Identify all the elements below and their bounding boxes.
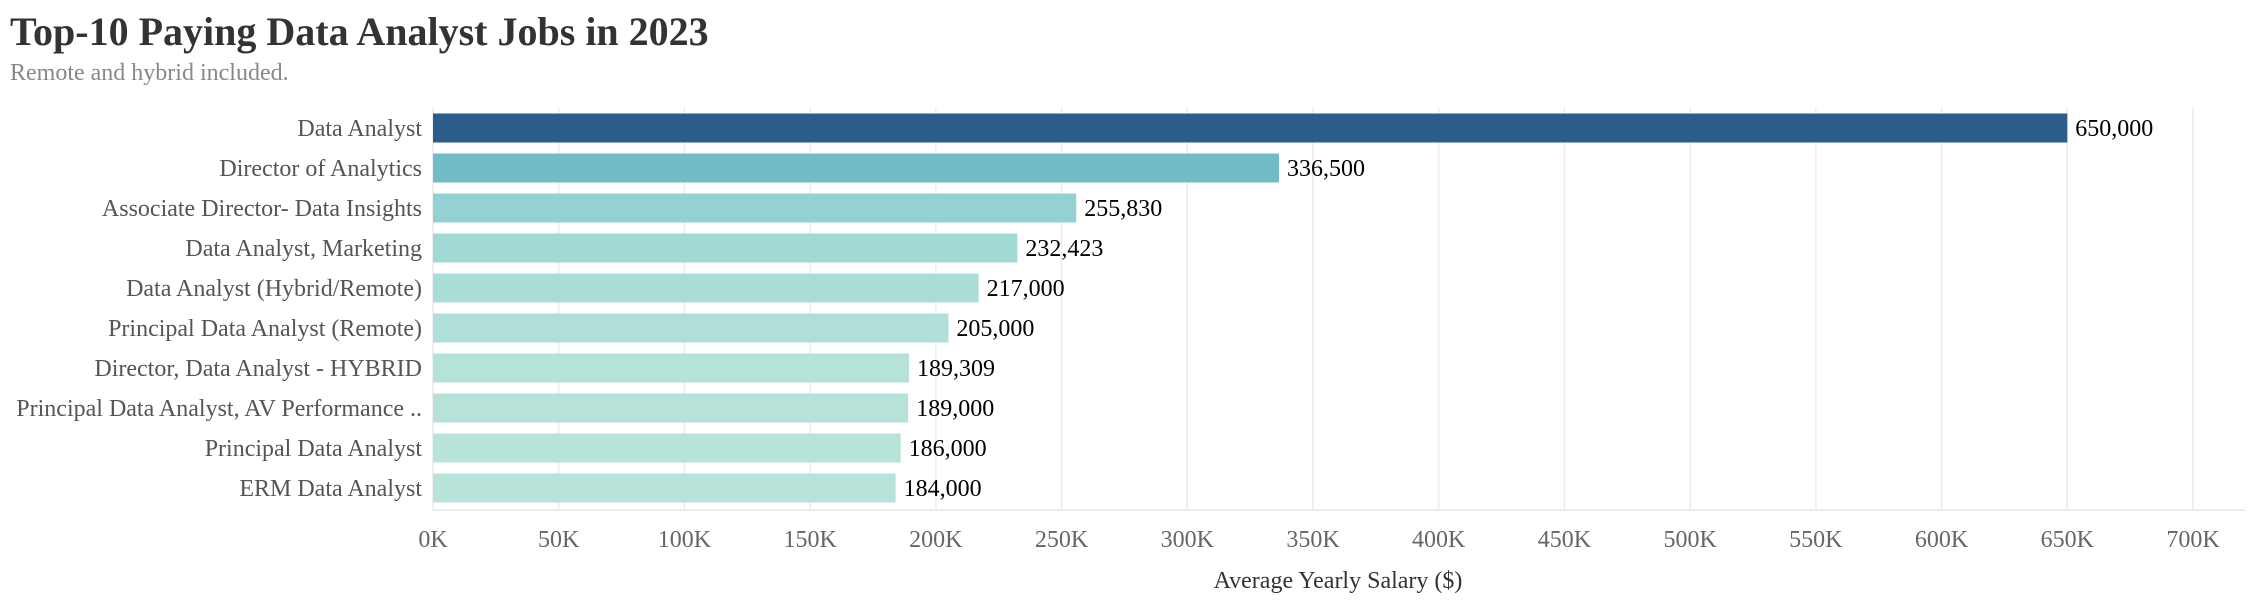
category-label: Director of Analytics <box>219 156 422 182</box>
x-axis: 0K 50K 100K 150K 200K 250K 300K 350K 400K 450K 500… <box>418 509 2245 553</box>
data-label: 186,000 <box>909 436 987 462</box>
bar <box>433 153 1280 183</box>
x-tick-label: 650K <box>2041 527 2095 553</box>
x-tick-label: 150K <box>783 527 837 553</box>
category-label: Associate Director- Data Insights <box>102 196 422 222</box>
chart-subtitle: Remote and hybrid included. <box>10 60 289 86</box>
x-tick-label: 0K <box>418 527 448 553</box>
bar <box>433 473 896 503</box>
x-tick-label: 200K <box>909 527 963 553</box>
x-tick-label: 250K <box>1035 527 1089 553</box>
x-tick-label: 600K <box>1915 527 1969 553</box>
data-label: 189,309 <box>917 356 995 382</box>
category-label: Data Analyst (Hybrid/Remote) <box>126 276 422 302</box>
bar <box>433 233 1018 263</box>
bar <box>433 433 901 463</box>
bars <box>433 113 2068 503</box>
data-label: 232,423 <box>1025 236 1103 262</box>
x-tick-label: 350K <box>1286 527 1340 553</box>
x-tick-label: 450K <box>1538 527 1592 553</box>
bar <box>433 313 949 343</box>
category-label: Principal Data Analyst (Remote) <box>108 316 422 342</box>
data-label: 189,000 <box>916 396 994 422</box>
bar <box>433 273 979 303</box>
category-labels: Data Analyst Director of Analytics Associa… <box>16 116 422 502</box>
x-tick-label: 500K <box>1663 527 1717 553</box>
x-tick-label: 700K <box>2166 527 2220 553</box>
bar <box>433 393 909 423</box>
category-label: Data Analyst <box>297 116 422 142</box>
category-label: ERM Data Analyst <box>239 476 422 502</box>
category-label: Principal Data Analyst <box>205 436 423 462</box>
bar <box>433 353 909 383</box>
x-tick-label: 300K <box>1161 527 1215 553</box>
data-label: 650,000 <box>2075 116 2153 142</box>
category-label: Principal Data Analyst, AV Performance .… <box>16 396 422 422</box>
bar <box>433 113 2068 143</box>
x-tick-label: 100K <box>658 527 712 553</box>
data-label: 336,500 <box>1287 156 1365 182</box>
data-label: 184,000 <box>904 476 982 502</box>
chart-title: Top-10 Paying Data Analyst Jobs in 2023 <box>10 9 709 54</box>
bar <box>433 193 1077 223</box>
category-label: Data Analyst, Marketing <box>185 236 422 262</box>
category-label: Director, Data Analyst - HYBRID <box>94 356 422 382</box>
value-labels: 650,000 336,500 255,830 232,423 217,000 205,0… <box>904 116 2154 502</box>
data-label: 205,000 <box>956 316 1034 342</box>
x-axis-title: Average Yearly Salary ($) <box>1214 568 1463 594</box>
data-label: 217,000 <box>987 276 1065 302</box>
data-label: 255,830 <box>1084 196 1162 222</box>
x-tick-label: 400K <box>1412 527 1466 553</box>
x-tick-label: 50K <box>538 527 580 553</box>
x-tick-label: 550K <box>1789 527 1843 553</box>
